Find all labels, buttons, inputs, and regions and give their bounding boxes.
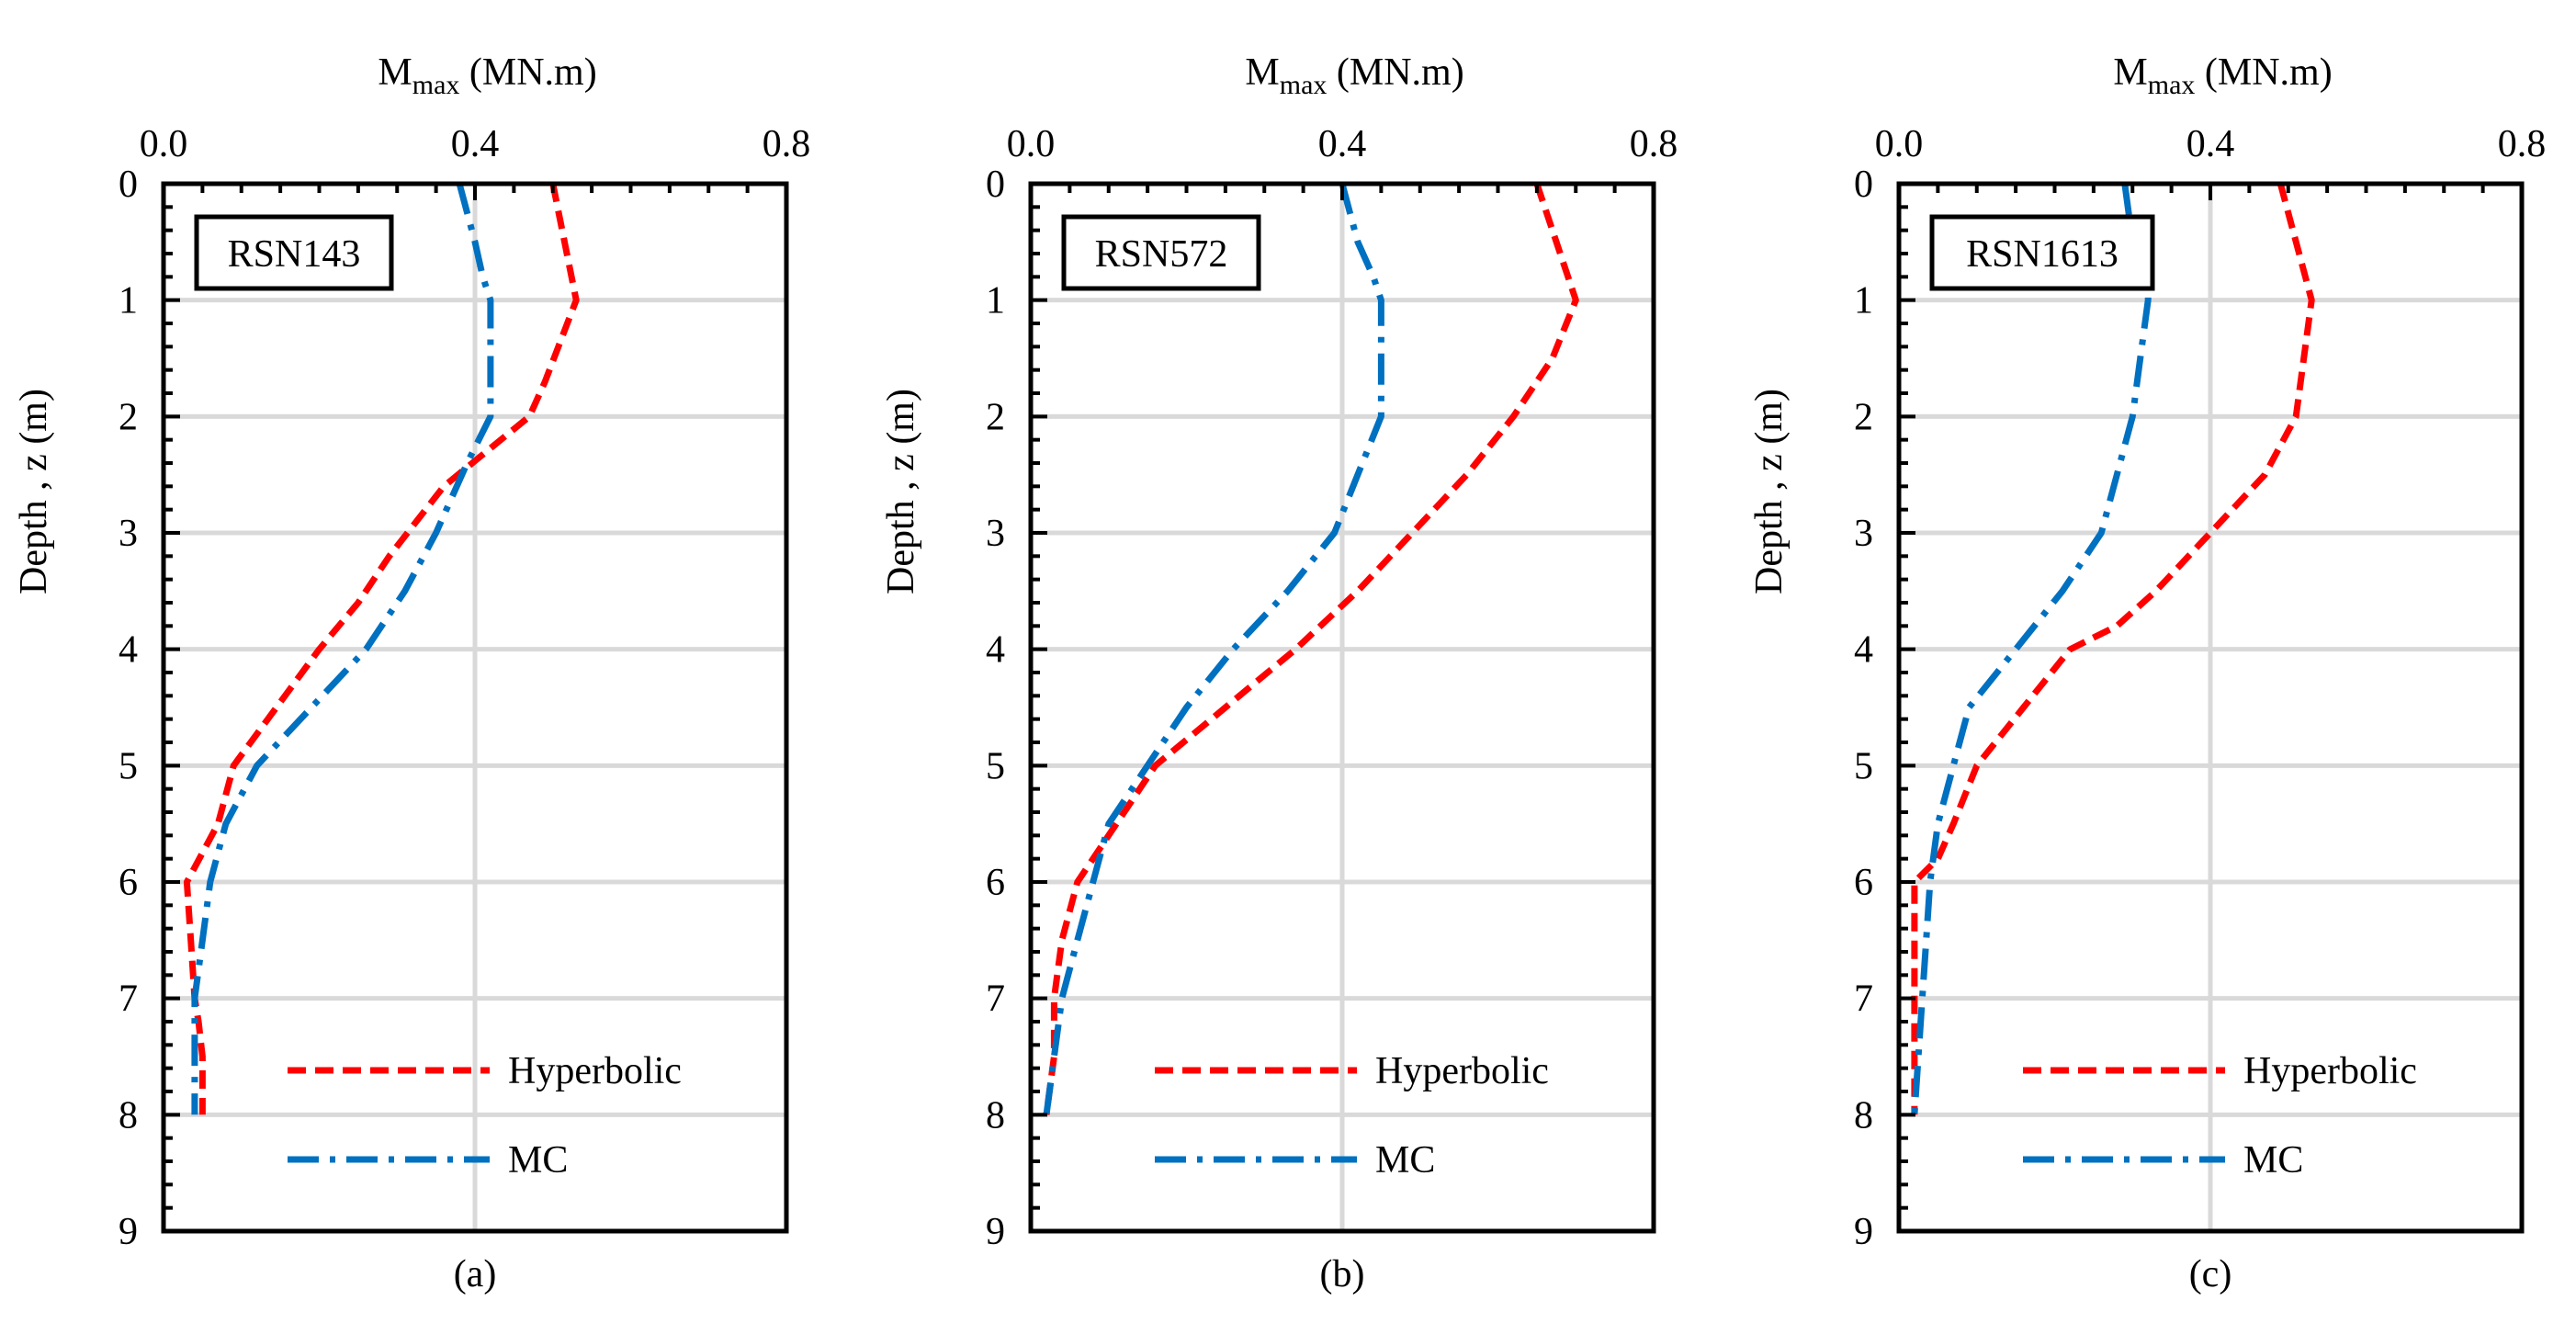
panel-label: (b) xyxy=(1320,1253,1365,1295)
x-tick-label: 0.8 xyxy=(763,123,811,165)
series-line-mc xyxy=(1043,183,1384,1115)
legend-label-hyperbolic: Hyperbolic xyxy=(1375,1050,1549,1092)
x-tick-label: 0.0 xyxy=(140,123,188,165)
x-tick-label: 0.4 xyxy=(1318,123,1367,165)
y-tick-label: 7 xyxy=(1854,978,1873,1021)
x-tick-label: 0.8 xyxy=(1630,123,1678,165)
y-tick-label: 0 xyxy=(119,164,138,206)
legend: Hyperbolic MC xyxy=(1155,1050,1549,1182)
y-tick-label: 4 xyxy=(986,629,1005,672)
y-tick-label: 5 xyxy=(119,745,138,787)
record-label: RSN1613 xyxy=(1966,233,2118,276)
y-tick-label: 2 xyxy=(986,396,1005,438)
record-label: RSN572 xyxy=(1095,233,1228,276)
series-line-hyperbolic xyxy=(183,183,580,1115)
y-tick-label: 2 xyxy=(119,396,138,438)
record-label-box: RSN1613 xyxy=(1929,214,2155,291)
panel-c: 0 1 2 3 4 5 6 7 8 9 0.0 0.4 0.8 Mmax (MN.m) Depth , … xyxy=(1748,51,2546,1295)
y-tick-label: 0 xyxy=(1854,164,1873,206)
y-axis-title: Depth , z (m) xyxy=(1748,389,1791,594)
y-tick-label: 7 xyxy=(119,978,138,1021)
y-axis-title: Depth , z (m) xyxy=(13,389,55,594)
x-axis-title: Mmax (MN.m) xyxy=(378,51,596,100)
legend-label-mc: MC xyxy=(508,1139,568,1182)
panel-label: (c) xyxy=(2189,1253,2232,1295)
legend: Hyperbolic MC xyxy=(288,1050,682,1182)
legend-label-hyperbolic: Hyperbolic xyxy=(508,1050,682,1092)
panel-b: 0 1 2 3 4 5 6 7 8 9 0.0 0.4 0.8 Mmax (MN.m) Depth , … xyxy=(880,51,1678,1295)
series-line-mc xyxy=(1911,183,2152,1115)
x-tick-label: 0.4 xyxy=(2186,123,2235,165)
y-tick-label: 0 xyxy=(986,164,1005,206)
legend: Hyperbolic MC xyxy=(2023,1050,2417,1182)
y-tick-label: 6 xyxy=(986,862,1005,904)
panel-label: (a) xyxy=(454,1253,497,1295)
y-tick-label: 3 xyxy=(986,513,1005,555)
y-tick-label: 6 xyxy=(1854,862,1873,904)
series-line-hyperbolic xyxy=(1043,182,1579,1115)
y-tick-label: 7 xyxy=(986,978,1005,1021)
y-tick-label: 5 xyxy=(1854,745,1873,787)
x-tick-label: 0.0 xyxy=(1875,123,1924,165)
x-tick-label: 0.8 xyxy=(2498,123,2547,165)
y-tick-label: 5 xyxy=(986,745,1005,787)
legend-label-mc: MC xyxy=(1375,1139,1435,1182)
panel-a: 0 1 2 3 4 5 6 7 8 9 0.0 0.4 0.8 Mmax (MN.m) Depth , … xyxy=(13,51,810,1295)
y-tick-label: 3 xyxy=(1854,513,1873,555)
y-tick-label: 4 xyxy=(119,629,138,672)
y-tick-label: 1 xyxy=(1854,280,1873,322)
y-tick-label: 8 xyxy=(986,1094,1005,1136)
y-tick-label: 9 xyxy=(119,1211,138,1253)
legend-label-mc: MC xyxy=(2243,1139,2303,1182)
record-label: RSN143 xyxy=(228,233,361,276)
y-tick-label: 4 xyxy=(1854,629,1873,672)
x-tick-label: 0.4 xyxy=(451,123,500,165)
y-tick-label: 6 xyxy=(119,862,138,904)
y-tick-label: 1 xyxy=(986,280,1005,322)
y-tick-label: 3 xyxy=(119,513,138,555)
record-label-box: RSN572 xyxy=(1061,214,1261,291)
x-axis-title: Mmax (MN.m) xyxy=(1245,51,1463,100)
y-tick-label: 9 xyxy=(1854,1211,1873,1253)
x-tick-label: 0.0 xyxy=(1007,123,1056,165)
y-tick-label: 1 xyxy=(119,280,138,322)
y-tick-label: 8 xyxy=(1854,1094,1873,1136)
y-tick-label: 2 xyxy=(1854,396,1873,438)
y-axis-title: Depth , z (m) xyxy=(880,389,922,594)
series-line-mc xyxy=(191,183,494,1115)
y-tick-label: 9 xyxy=(986,1211,1005,1253)
legend-label-hyperbolic: Hyperbolic xyxy=(2243,1050,2417,1092)
record-label-box: RSN143 xyxy=(194,214,394,291)
y-tick-label: 8 xyxy=(119,1094,138,1136)
x-axis-title: Mmax (MN.m) xyxy=(2113,51,2332,100)
